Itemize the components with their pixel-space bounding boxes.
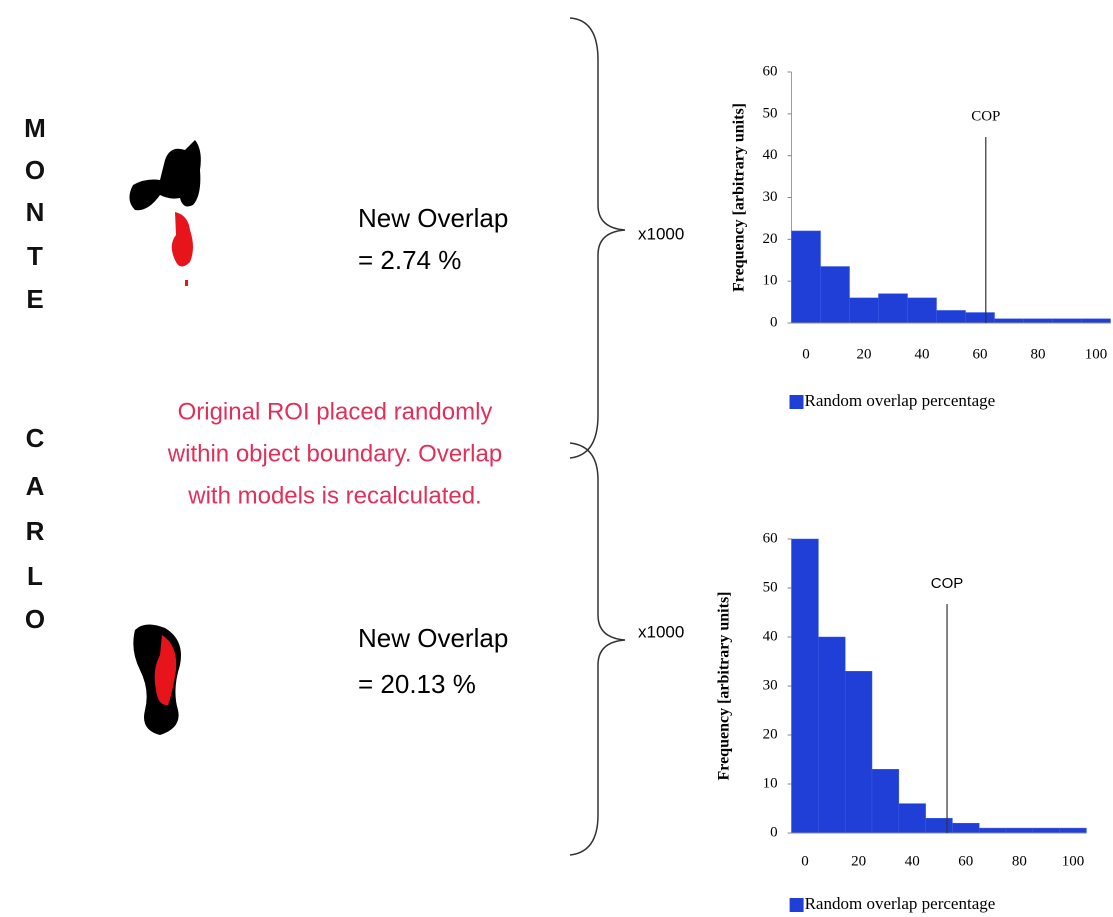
multiplier: x1000 xyxy=(638,224,684,243)
y-tick-label: 40 xyxy=(763,628,778,644)
bar xyxy=(878,293,908,324)
y-tick-label: 0 xyxy=(770,314,778,330)
x-tick-label: 60 xyxy=(958,853,973,869)
y-axis-label: Frequency [arbitrary units] xyxy=(716,591,733,780)
note: with models is recalculated. xyxy=(187,482,481,509)
y-tick-label: 60 xyxy=(763,530,778,546)
side-letter: M xyxy=(24,113,46,143)
x-tick-label: 100 xyxy=(1062,853,1085,869)
overlap-title: New Overlap xyxy=(358,203,508,233)
x-tick-label: 40 xyxy=(905,853,920,869)
legend-swatch xyxy=(789,898,804,912)
y-tick-label: 20 xyxy=(763,726,778,742)
side-letter: R xyxy=(26,516,45,546)
x-tick-label: 80 xyxy=(1031,346,1046,362)
brace xyxy=(569,17,626,459)
side-letter: E xyxy=(26,284,43,314)
x-tick-label: 20 xyxy=(851,853,866,869)
bar xyxy=(965,312,995,324)
side-letter: C xyxy=(26,423,45,453)
bar xyxy=(994,318,1024,324)
y-tick-label: 60 xyxy=(763,63,778,79)
bar xyxy=(898,803,926,834)
y-tick-label: 20 xyxy=(763,231,778,247)
bar xyxy=(978,827,1007,834)
y-tick-label: 30 xyxy=(763,189,778,205)
y-tick-label: 50 xyxy=(763,105,778,121)
overlap-title: New Overlap xyxy=(358,623,508,653)
side-letter: T xyxy=(27,241,43,271)
overlap-value: = 20.13 % xyxy=(358,669,476,699)
roi-blob xyxy=(129,140,201,286)
bar xyxy=(936,310,966,324)
legend-swatch xyxy=(789,395,804,409)
bar xyxy=(871,769,900,834)
side-letter: L xyxy=(27,561,43,591)
bar xyxy=(1059,827,1087,834)
legend-label: Random overlap percentage xyxy=(805,894,996,913)
cop-label: COP xyxy=(971,108,1000,124)
x-tick-label: 20 xyxy=(857,346,872,362)
bar xyxy=(1005,827,1034,834)
y-tick-label: 10 xyxy=(763,273,778,289)
note: Original ROI placed randomly xyxy=(178,398,493,425)
y-tick-label: 50 xyxy=(763,579,778,595)
y-tick-label: 30 xyxy=(763,677,778,693)
bar xyxy=(1023,318,1053,324)
cop-label: COP xyxy=(931,575,964,592)
bar xyxy=(907,297,937,324)
side-letter: A xyxy=(26,471,45,501)
bar xyxy=(818,636,846,834)
y-axis-label: Frequency [arbitrary units] xyxy=(731,103,748,292)
x-tick-label: 100 xyxy=(1085,346,1108,362)
bar xyxy=(820,266,850,324)
bar xyxy=(844,671,873,834)
side-letter: N xyxy=(26,197,45,227)
bar xyxy=(1052,318,1082,324)
brace xyxy=(569,442,626,856)
legend-label: Random overlap percentage xyxy=(805,391,996,410)
overlap-value: = 2.74 % xyxy=(358,245,461,275)
y-tick-label: 40 xyxy=(763,147,778,163)
multiplier: x1000 xyxy=(638,622,684,641)
side-letter: O xyxy=(25,604,45,634)
x-tick-label: 80 xyxy=(1012,853,1027,869)
bar xyxy=(1032,827,1060,834)
y-tick-label: 0 xyxy=(770,824,778,840)
side-letter: O xyxy=(25,155,45,185)
bar xyxy=(952,822,980,834)
x-tick-label: 0 xyxy=(802,346,810,362)
y-tick-label: 10 xyxy=(763,775,778,791)
x-tick-label: 40 xyxy=(915,346,930,362)
bar xyxy=(925,818,953,834)
bar xyxy=(791,230,821,324)
note: within object boundary. Overlap xyxy=(167,440,502,467)
roi-blob xyxy=(133,624,181,735)
x-tick-label: 60 xyxy=(973,346,988,362)
bar xyxy=(1081,318,1111,324)
bar xyxy=(791,538,819,834)
x-tick-label: 0 xyxy=(801,853,809,869)
bar xyxy=(849,297,879,324)
